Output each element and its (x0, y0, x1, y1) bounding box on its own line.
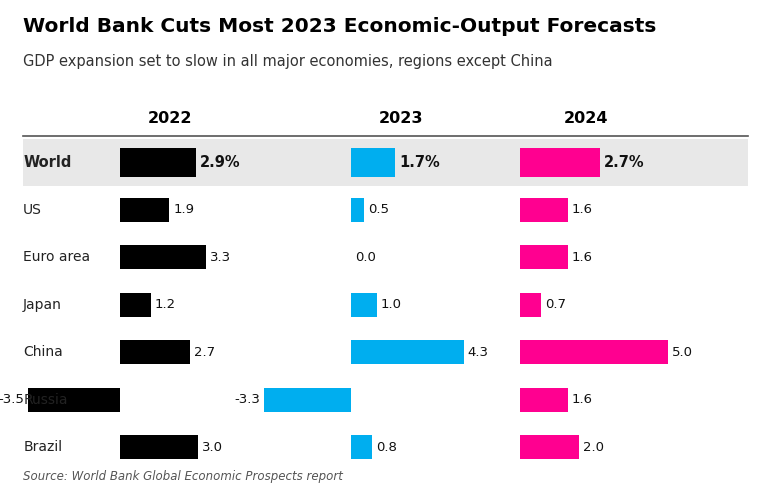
Text: China: China (23, 345, 63, 359)
FancyBboxPatch shape (351, 293, 377, 317)
FancyBboxPatch shape (264, 388, 351, 412)
FancyBboxPatch shape (351, 340, 463, 364)
FancyBboxPatch shape (120, 293, 151, 317)
FancyBboxPatch shape (120, 435, 198, 459)
Text: Source: World Bank Global Economic Prospects report: Source: World Bank Global Economic Prosp… (23, 470, 343, 483)
Text: 1.6: 1.6 (571, 393, 592, 406)
Text: Japan: Japan (23, 298, 62, 312)
FancyBboxPatch shape (120, 246, 206, 269)
Text: 3.3: 3.3 (210, 251, 231, 264)
Text: World: World (23, 155, 72, 170)
Text: 2.7: 2.7 (194, 346, 215, 359)
Text: 1.6: 1.6 (571, 251, 592, 264)
Text: Brazil: Brazil (23, 440, 62, 454)
FancyBboxPatch shape (520, 388, 567, 412)
Text: 0.7: 0.7 (545, 298, 566, 311)
FancyBboxPatch shape (28, 388, 120, 412)
Text: US: US (23, 203, 42, 217)
FancyBboxPatch shape (351, 198, 364, 222)
Text: World Bank Cuts Most 2023 Economic-Output Forecasts: World Bank Cuts Most 2023 Economic-Outpu… (23, 17, 656, 36)
Text: 2023: 2023 (379, 111, 423, 126)
FancyBboxPatch shape (520, 148, 600, 177)
Text: 1.6: 1.6 (571, 204, 592, 216)
Text: 1.0: 1.0 (381, 298, 402, 311)
FancyBboxPatch shape (120, 340, 190, 364)
Text: 5.0: 5.0 (672, 346, 692, 359)
Text: 4.3: 4.3 (467, 346, 488, 359)
FancyBboxPatch shape (120, 148, 196, 177)
FancyBboxPatch shape (351, 435, 372, 459)
Text: Euro area: Euro area (23, 250, 90, 264)
FancyBboxPatch shape (120, 198, 170, 222)
Text: 2024: 2024 (564, 111, 608, 126)
Text: GDP expansion set to slow in all major economies, regions except China: GDP expansion set to slow in all major e… (23, 54, 553, 69)
FancyBboxPatch shape (351, 148, 396, 177)
Text: 0.5: 0.5 (368, 204, 389, 216)
Text: 1.2: 1.2 (155, 298, 176, 311)
FancyBboxPatch shape (520, 246, 567, 269)
FancyBboxPatch shape (520, 435, 579, 459)
FancyBboxPatch shape (520, 198, 567, 222)
Text: -3.5: -3.5 (0, 393, 24, 406)
Text: 3.0: 3.0 (202, 441, 223, 453)
Text: 2.9%: 2.9% (200, 155, 240, 170)
Text: 1.9: 1.9 (173, 204, 194, 216)
FancyBboxPatch shape (520, 293, 541, 317)
Text: 0.8: 0.8 (375, 441, 396, 453)
Text: 2022: 2022 (147, 111, 192, 126)
Text: 2.0: 2.0 (583, 441, 604, 453)
Text: Russia: Russia (23, 393, 68, 407)
FancyBboxPatch shape (520, 340, 668, 364)
Text: 0.0: 0.0 (355, 251, 375, 264)
Text: 2.7%: 2.7% (604, 155, 645, 170)
Text: 1.7%: 1.7% (399, 155, 440, 170)
Text: -3.3: -3.3 (234, 393, 261, 406)
FancyBboxPatch shape (23, 139, 748, 186)
